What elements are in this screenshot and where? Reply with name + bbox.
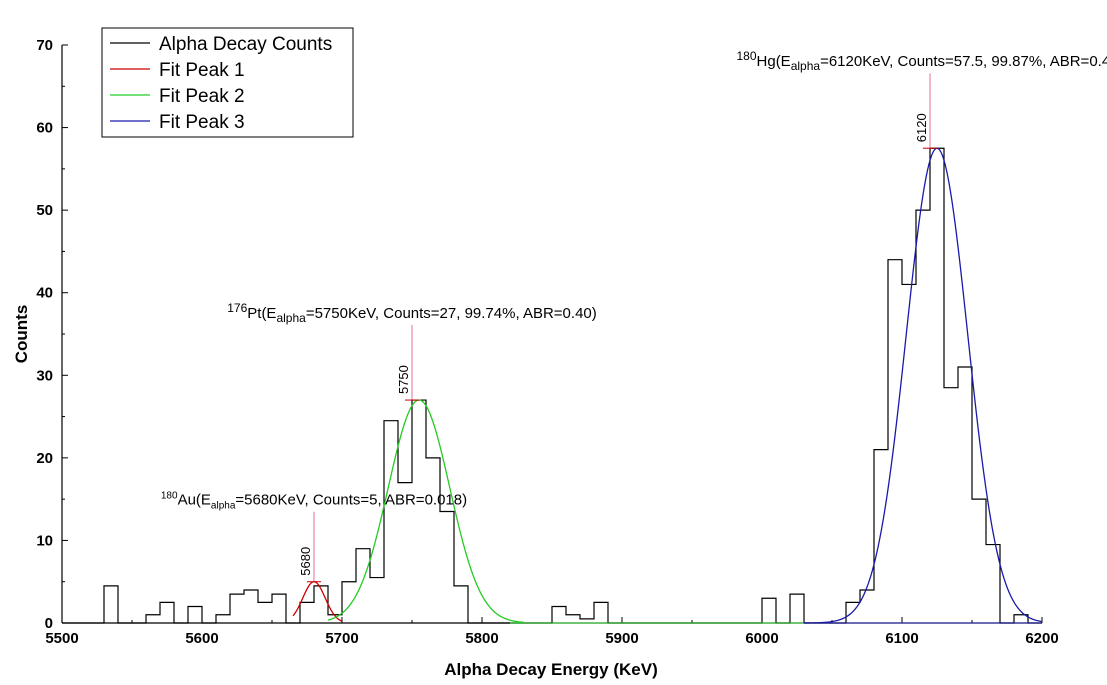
annotation-subscript: alpha [791, 59, 821, 73]
x-tick-label: 6100 [885, 630, 918, 647]
x-tick-label: 5900 [605, 630, 638, 647]
annotation-text-3: 180Hg(Ealpha=6120KeV, Counts=57.5, 99.87… [736, 49, 1107, 73]
y-tick-label: 0 [45, 615, 53, 632]
fit-curve-2 [327, 399, 525, 623]
fit-curve-1 [292, 581, 343, 622]
x-tick-label: 6000 [745, 630, 778, 647]
x-tick-label: 6200 [1025, 630, 1058, 647]
x-tick-label: 5500 [45, 630, 78, 647]
fit-curves-layer [292, 147, 1043, 624]
legend-label-3: Fit Peak 2 [159, 86, 245, 107]
annotation-details: =6120KeV, Counts=57.5, 99.87%, ABR=0.48) [820, 53, 1107, 70]
legend-label-4: Fit Peak 3 [159, 112, 245, 133]
annotation-element: Au(E [178, 492, 211, 509]
x-tick-label: 5700 [325, 630, 358, 647]
y-tick-label: 40 [36, 285, 53, 302]
y-tick-label: 60 [36, 120, 53, 137]
legend-label-2: Fit Peak 1 [159, 60, 245, 81]
annotation-details: =5680KeV, Counts=5, ABR=0.018) [235, 492, 467, 509]
x-axis-title: Alpha Decay Energy (KeV) [444, 660, 658, 679]
legend-box [101, 27, 354, 138]
histogram-line [62, 147, 1042, 624]
legend: Alpha Decay Counts Fit Peak 1 Fit Peak 2 Fi… [101, 27, 354, 138]
annotation-details: =5750KeV, Counts=27, 99.74%, ABR=0.40) [306, 305, 597, 322]
x-axis: 5500 5600 5700 5800 5900 6000 6100 6200 [45, 617, 1059, 647]
annotation-element: Pt(E [247, 305, 276, 322]
annotation-text-2: 176Pt(Ealpha=5750KeV, Counts=27, 99.74%,… [227, 301, 597, 325]
x-tick-label: 5600 [185, 630, 218, 647]
peak-energy-label-3: 6120 [914, 113, 929, 142]
fit-curve-3 [803, 147, 1043, 624]
x-tick-label: 5800 [465, 630, 498, 647]
legend-label-1: Alpha Decay Counts [159, 34, 332, 55]
y-tick-label: 20 [36, 450, 53, 467]
annotation-subscript: alpha [211, 501, 236, 512]
y-tick-label: 10 [36, 532, 53, 549]
histogram-layer [62, 147, 1042, 624]
annotation-isotope-mass: 180 [161, 491, 178, 502]
annotation-isotope-mass: 180 [736, 49, 756, 63]
y-tick-label: 50 [36, 202, 53, 219]
y-tick-label: 70 [36, 37, 53, 54]
annotation-subscript: alpha [276, 311, 306, 325]
peak-energy-label-1: 5680 [298, 547, 313, 576]
annotation-element: Hg(E [757, 53, 791, 70]
annotation-text-1: 180Au(Ealpha=5680KeV, Counts=5, ABR=0.01… [161, 491, 467, 512]
annotation-isotope-mass: 176 [227, 301, 247, 315]
y-axis: 0 10 20 30 40 50 60 70 [36, 37, 68, 632]
y-axis-title: Counts [12, 305, 31, 364]
peak-energy-label-2: 5750 [396, 365, 411, 394]
y-tick-label: 30 [36, 367, 53, 384]
